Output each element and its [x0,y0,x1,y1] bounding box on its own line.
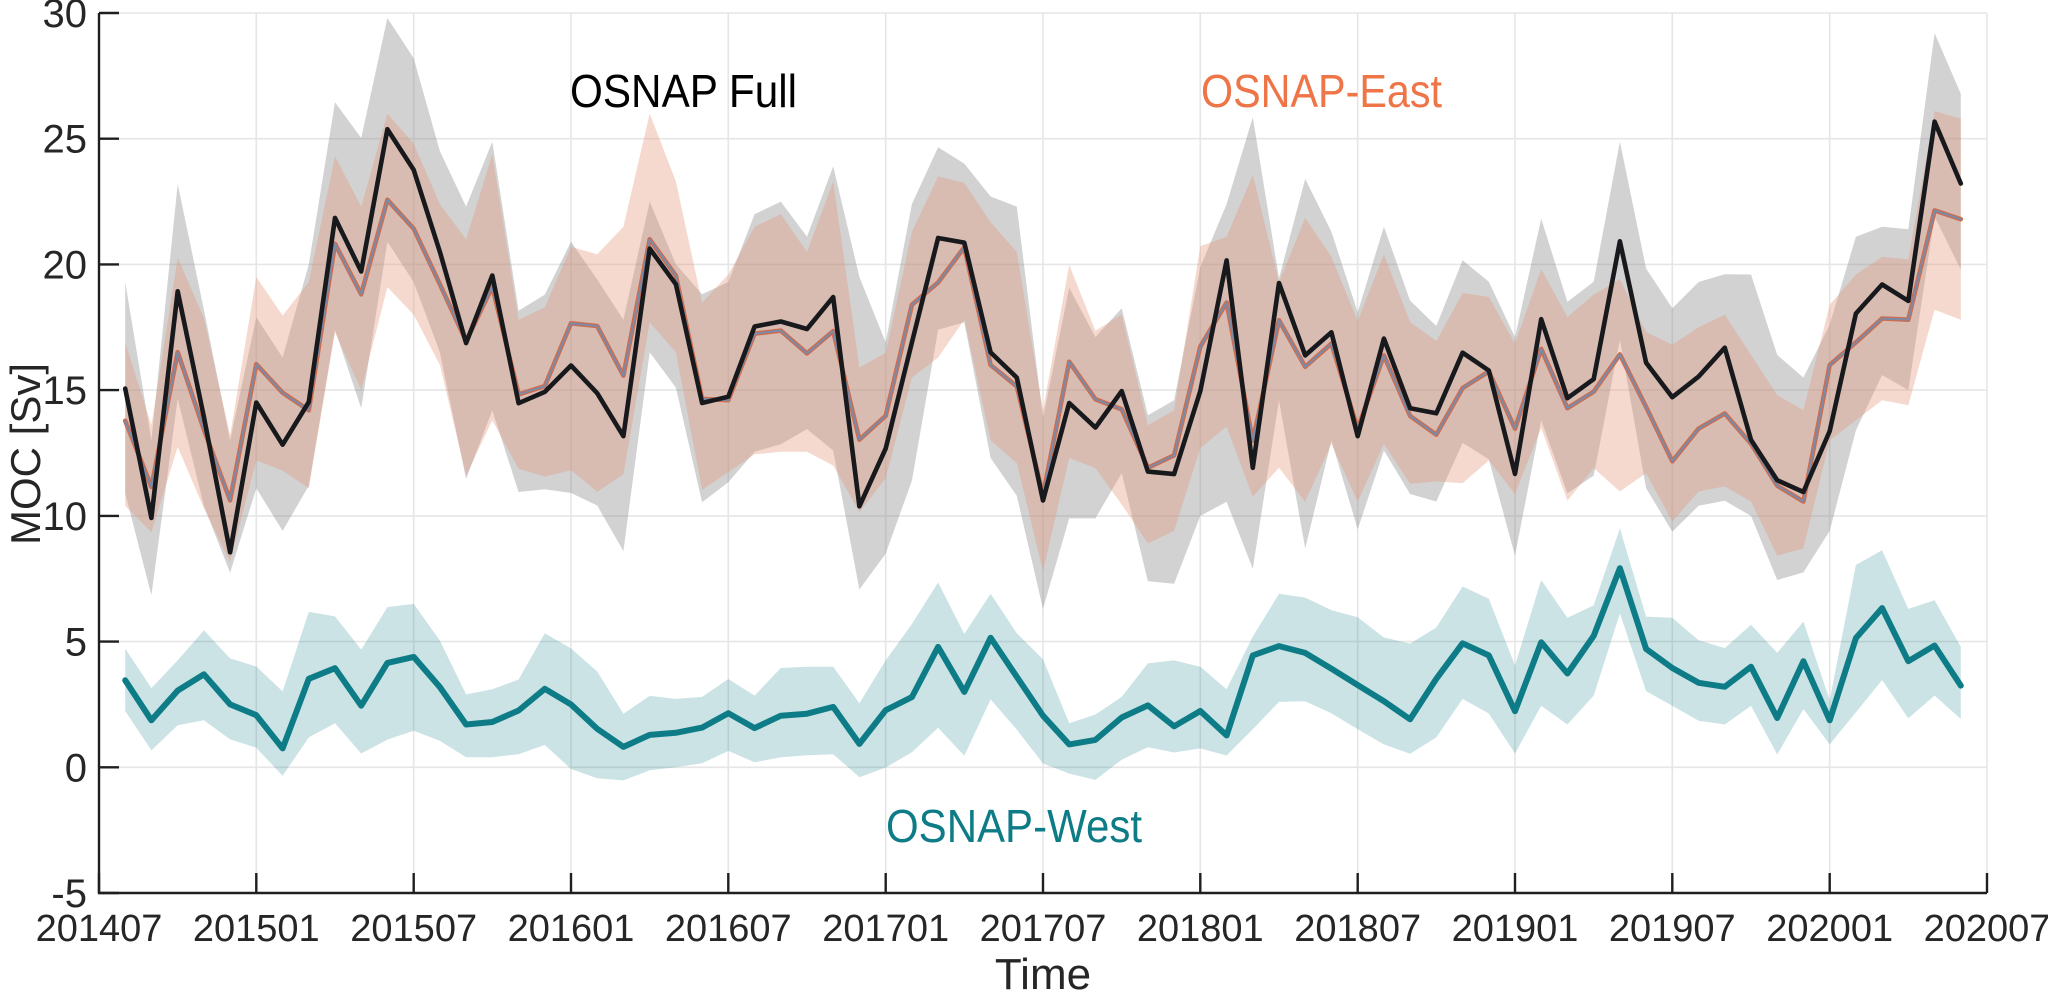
svg-text:202001: 202001 [1766,908,1893,950]
svg-text:201707: 201707 [980,908,1107,950]
svg-text:20: 20 [43,243,88,287]
svg-text:201907: 201907 [1609,908,1736,950]
svg-text:-5: -5 [51,872,87,916]
svg-text:25: 25 [43,118,88,162]
svg-text:201507: 201507 [350,908,477,950]
svg-text:201601: 201601 [508,908,635,950]
svg-text:201407: 201407 [36,908,163,950]
svg-text:201801: 201801 [1137,908,1264,950]
svg-text:201807: 201807 [1294,908,1421,950]
svg-text:Time: Time [995,950,1091,991]
svg-text:30: 30 [43,0,88,36]
svg-text:MOC [Sv]: MOC [Sv] [2,363,49,545]
svg-text:OSNAP-East: OSNAP-East [1201,65,1442,117]
svg-text:OSNAP Full: OSNAP Full [570,65,797,117]
svg-text:0: 0 [65,746,87,790]
svg-text:201501: 201501 [193,908,320,950]
svg-text:202007: 202007 [1924,908,2048,950]
svg-text:201607: 201607 [665,908,792,950]
svg-text:15: 15 [43,369,88,413]
svg-text:10: 10 [43,495,88,539]
svg-text:201901: 201901 [1452,908,1579,950]
svg-text:OSNAP-West: OSNAP-West [886,800,1142,852]
svg-text:201701: 201701 [822,908,949,950]
svg-text:5: 5 [65,621,87,665]
